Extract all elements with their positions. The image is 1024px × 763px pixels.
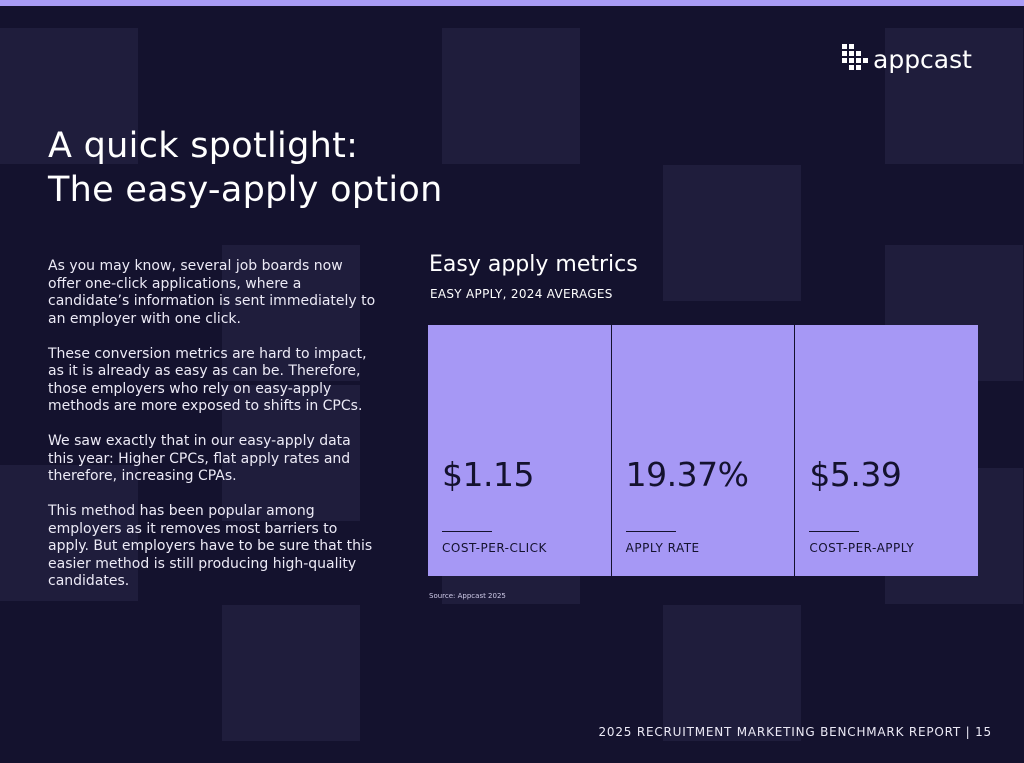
footer: 2025 RECRUITMENT MARKETING BENCHMARK REP…	[598, 725, 992, 739]
metric-card: $5.39 COST-PER-APPLY	[794, 325, 978, 576]
metrics-title: Easy apply metrics	[429, 252, 638, 277]
metric-value: 19.37%	[625, 455, 749, 494]
logo: appcast	[842, 44, 972, 74]
title-line: The easy-apply option	[48, 170, 443, 210]
metrics-subtitle: EASY APPLY, 2024 AVERAGES	[430, 287, 613, 301]
bg-square	[0, 465, 138, 601]
bg-square	[222, 385, 360, 521]
paragraph: This method has been popular among emplo…	[48, 503, 373, 589]
title-line: A quick spotlight:	[48, 126, 359, 166]
metric-value: $5.39	[809, 455, 902, 494]
metric-cards: $1.15 COST-PER-CLICK 19.37% APPLY RATE $…	[428, 325, 978, 576]
bg-square	[442, 28, 580, 164]
logo-icon	[842, 44, 868, 70]
metric-card: $1.15 COST-PER-CLICK	[428, 325, 611, 576]
bg-square	[663, 605, 801, 741]
rule	[442, 531, 492, 532]
body-text: As you may know, several job boards now …	[48, 258, 378, 608]
metric-label: APPLY RATE	[625, 541, 700, 555]
metric-label: COST-PER-APPLY	[809, 541, 915, 555]
source: Source: Appcast 2025	[429, 592, 506, 600]
rule	[625, 531, 676, 532]
bg-square	[885, 28, 1023, 164]
metric-card: 19.37% APPLY RATE	[610, 325, 795, 576]
bg-square	[222, 605, 360, 741]
bg-square	[0, 28, 138, 164]
paragraph: As you may know, several job boards now …	[48, 258, 376, 327]
rule	[809, 531, 860, 532]
paragraph: These conversion metrics are hard to imp…	[48, 345, 367, 415]
metric-label: COST-PER-CLICK	[442, 541, 547, 555]
paragraph: We saw exactly that in our easy-apply da…	[48, 433, 351, 484]
bg-square	[663, 165, 801, 301]
metric-value: $1.15	[442, 455, 534, 494]
top-bar	[0, 0, 1024, 6]
bg-square	[222, 245, 360, 381]
logo-text: appcast	[873, 44, 972, 74]
title: A quick spotlight: The easy-apply option	[48, 124, 443, 212]
